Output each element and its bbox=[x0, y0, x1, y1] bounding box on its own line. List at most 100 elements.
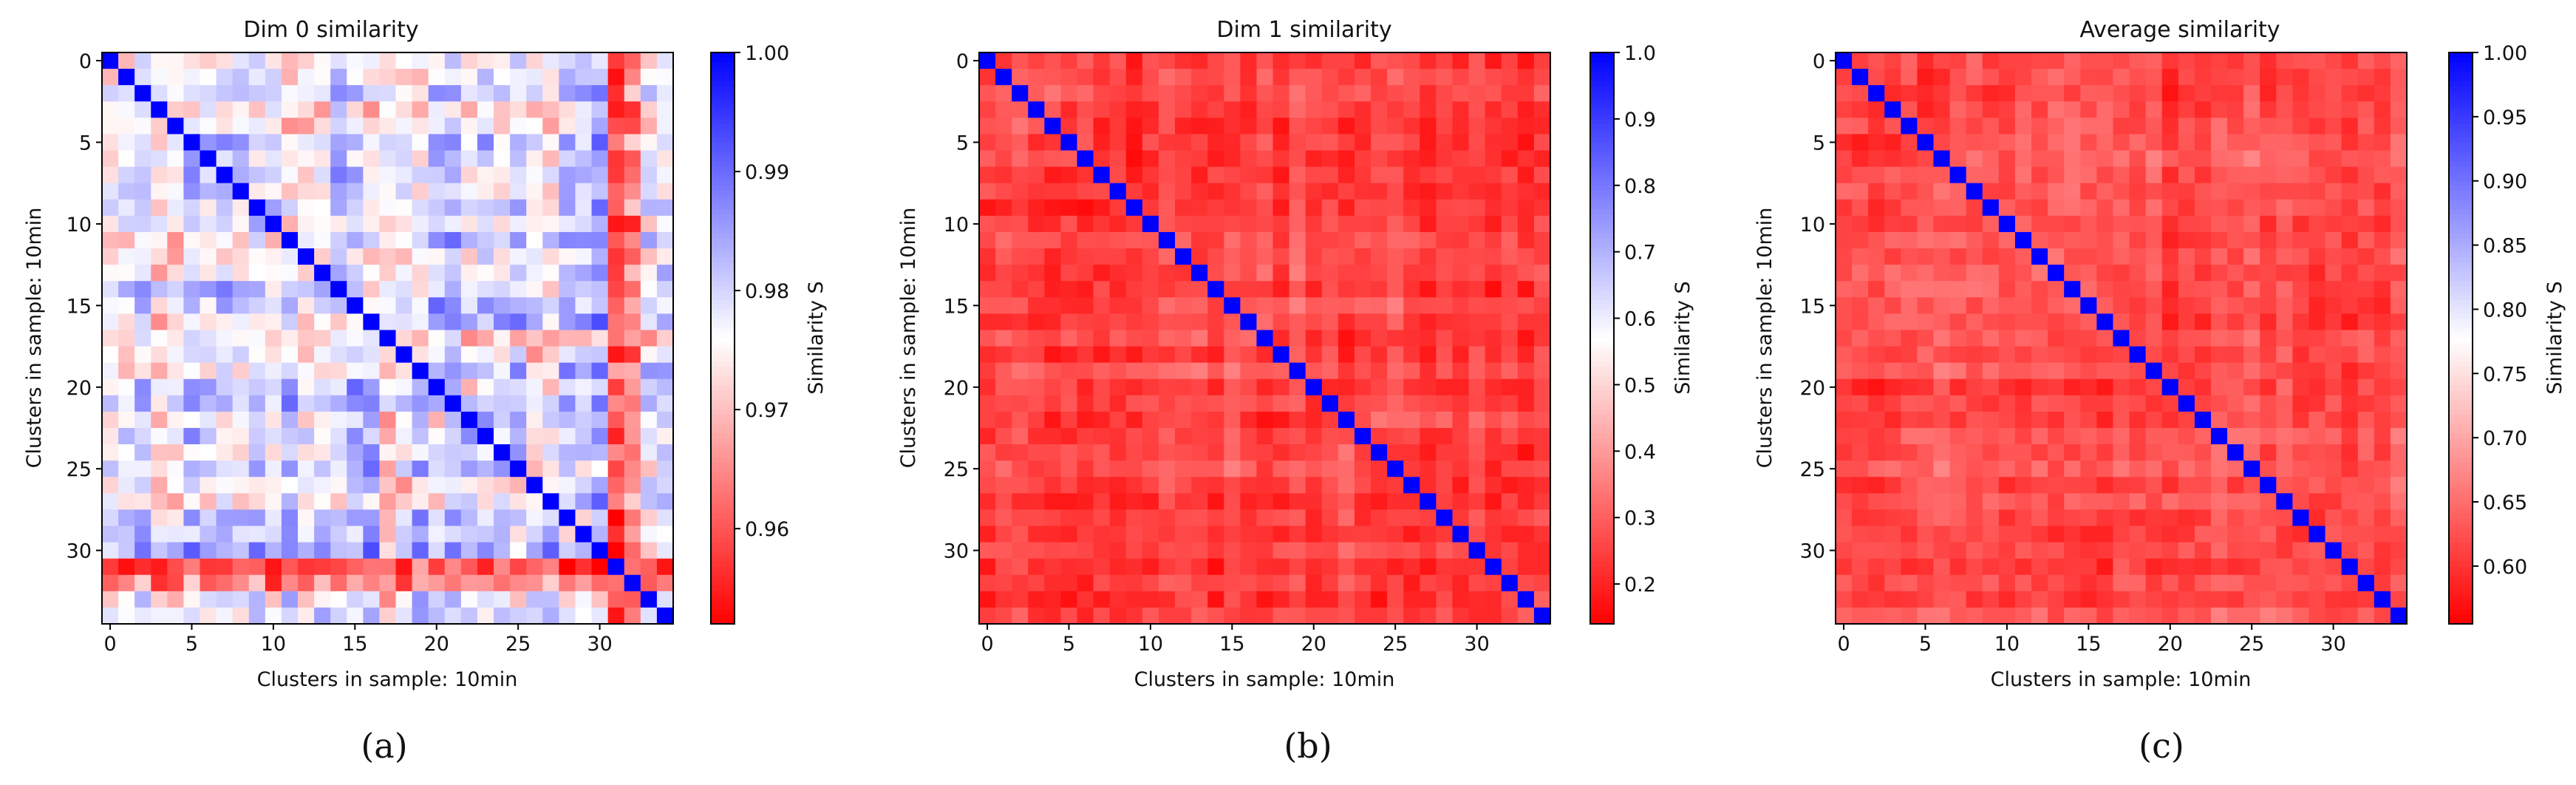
heatmap-cell bbox=[412, 101, 429, 118]
heatmap-cell bbox=[526, 118, 543, 135]
heatmap-cell bbox=[1371, 118, 1388, 135]
heatmap-cell bbox=[1933, 183, 1951, 200]
heatmap-cell bbox=[1289, 101, 1306, 118]
heatmap-cell bbox=[559, 281, 576, 298]
heatmap-cell bbox=[1240, 166, 1258, 184]
heatmap-cell bbox=[2031, 199, 2048, 217]
heatmap-cell bbox=[2325, 526, 2342, 543]
heatmap-cell bbox=[379, 85, 397, 102]
heatmap-cell bbox=[1012, 166, 1029, 184]
heatmap-cell bbox=[1354, 444, 1372, 461]
heatmap-cell bbox=[1917, 591, 1935, 608]
heatmap-cell bbox=[1109, 215, 1127, 233]
colorbar-segment bbox=[2449, 176, 2473, 182]
heatmap-cell bbox=[2276, 395, 2293, 412]
heatmap-cell bbox=[1533, 297, 1551, 314]
heatmap-cell bbox=[1256, 493, 1274, 510]
heatmap-cell bbox=[1403, 591, 1420, 608]
heatmap-cell bbox=[2129, 281, 2147, 298]
colorbar-segment bbox=[711, 529, 735, 534]
heatmap-cell bbox=[1044, 150, 1062, 168]
heatmap-cell bbox=[1403, 378, 1420, 396]
heatmap-cell bbox=[1077, 427, 1094, 445]
heatmap-cell bbox=[477, 313, 494, 331]
heatmap-cell bbox=[2357, 607, 2375, 625]
heatmap-cell bbox=[542, 461, 559, 478]
heatmap-cell bbox=[1109, 134, 1127, 152]
heatmap-cell bbox=[183, 477, 201, 494]
colorbar-segment bbox=[2449, 57, 2473, 63]
heatmap-cell bbox=[1175, 69, 1192, 86]
heatmap-cell bbox=[2014, 313, 2032, 331]
heatmap-cell bbox=[526, 215, 543, 233]
heatmap-cell bbox=[2227, 183, 2244, 200]
heatmap-cell bbox=[314, 265, 331, 282]
heatmap-cell bbox=[395, 281, 413, 298]
heatmap-cell bbox=[2260, 85, 2277, 102]
heatmap-cell bbox=[2145, 231, 2163, 249]
colorbar-segment bbox=[2449, 238, 2473, 244]
heatmap-cell bbox=[1158, 558, 1176, 576]
heatmap-cell bbox=[2064, 362, 2081, 380]
heatmap-cell bbox=[2031, 427, 2048, 445]
heatmap-cell bbox=[591, 85, 609, 102]
heatmap-cell bbox=[248, 166, 266, 184]
heatmap-cell bbox=[265, 526, 282, 543]
heatmap-cell bbox=[1191, 199, 1208, 217]
heatmap-cell bbox=[1354, 509, 1372, 527]
heatmap-cell bbox=[1272, 150, 1290, 168]
heatmap-cell bbox=[1289, 52, 1306, 69]
colorbar-segment bbox=[711, 404, 735, 410]
heatmap-cell bbox=[2145, 297, 2163, 314]
heatmap-cell bbox=[1933, 493, 1951, 510]
heatmap-cell bbox=[1387, 52, 1404, 69]
colorbar-segment bbox=[1590, 571, 1614, 577]
heatmap-cell bbox=[1468, 558, 1486, 576]
heatmap-cell bbox=[347, 199, 364, 217]
heatmap-cell bbox=[232, 199, 250, 217]
heatmap-cell bbox=[200, 477, 217, 494]
heatmap-cell bbox=[2276, 411, 2293, 429]
heatmap-cell bbox=[1387, 265, 1404, 282]
heatmap-cell bbox=[1256, 330, 1274, 347]
heatmap-cell bbox=[200, 427, 217, 445]
heatmap-cell bbox=[624, 574, 641, 592]
heatmap-cell bbox=[640, 461, 658, 478]
colorbar-segment bbox=[2449, 195, 2473, 201]
colorbar-segment bbox=[1590, 171, 1614, 177]
heatmap-cell bbox=[1305, 493, 1323, 510]
heatmap-cell bbox=[2048, 395, 2065, 412]
heatmap-cell bbox=[2390, 297, 2408, 314]
heatmap-cell bbox=[995, 199, 1012, 217]
heatmap-cell bbox=[1852, 378, 1869, 396]
heatmap-cell bbox=[1240, 134, 1258, 152]
heatmap-cell bbox=[167, 52, 185, 69]
heatmap-cell bbox=[477, 526, 494, 543]
heatmap-cell bbox=[1371, 281, 1388, 298]
colorbar-segment bbox=[1590, 200, 1614, 205]
heatmap-cell bbox=[347, 313, 364, 331]
heatmap-cell bbox=[1272, 313, 1290, 331]
heatmap-cell bbox=[1028, 101, 1045, 118]
colorbar-segment bbox=[2449, 585, 2473, 591]
heatmap-cell bbox=[2178, 444, 2195, 461]
heatmap-cell bbox=[2064, 215, 2081, 233]
heatmap-cell bbox=[2276, 346, 2293, 364]
heatmap-cell bbox=[134, 493, 151, 510]
heatmap-cell bbox=[2194, 477, 2212, 494]
heatmap-cell bbox=[2390, 313, 2408, 331]
heatmap-cell bbox=[1077, 607, 1094, 625]
heatmap-cell bbox=[232, 134, 250, 152]
heatmap-cell bbox=[363, 461, 381, 478]
heatmap-cell bbox=[2064, 231, 2081, 249]
heatmap-cell bbox=[1852, 591, 1869, 608]
heatmap-cell bbox=[200, 411, 217, 429]
heatmap-cell bbox=[1998, 526, 2016, 543]
heatmap-cell bbox=[1452, 574, 1470, 592]
heatmap-cell bbox=[200, 313, 217, 331]
heatmap-cell bbox=[248, 526, 266, 543]
heatmap-cell bbox=[2048, 362, 2065, 380]
heatmap-cell bbox=[2243, 150, 2260, 168]
heatmap-cell bbox=[624, 150, 641, 168]
heatmap-cell bbox=[167, 493, 185, 510]
